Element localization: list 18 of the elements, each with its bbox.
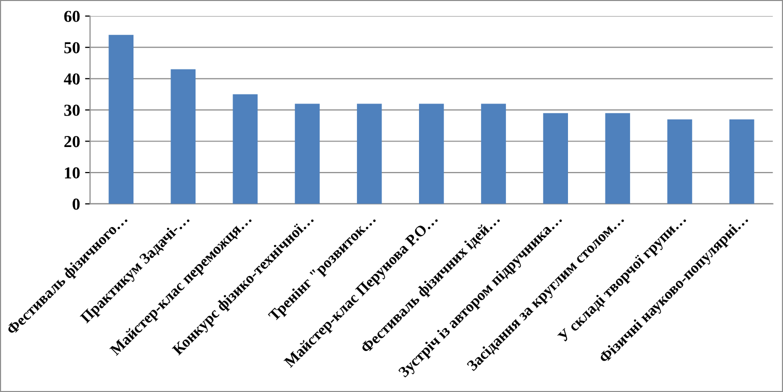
y-tick-label: 60 — [64, 10, 80, 22]
bar — [170, 69, 196, 204]
bar — [481, 104, 506, 204]
bar — [729, 119, 754, 204]
y-tick-label: 20 — [64, 136, 80, 148]
y-tick-label: 40 — [64, 73, 80, 85]
bar — [356, 104, 382, 204]
y-tick-label: 10 — [64, 167, 80, 178]
bar — [232, 94, 258, 204]
bar — [419, 104, 444, 204]
y-tick-label: 50 — [64, 42, 80, 54]
bar — [294, 104, 320, 204]
bar — [543, 113, 568, 204]
bar — [108, 34, 134, 204]
y-tick-label: 30 — [64, 104, 80, 116]
bar — [667, 119, 692, 204]
bar — [605, 113, 630, 204]
y-tick-label: 0 — [72, 198, 80, 210]
